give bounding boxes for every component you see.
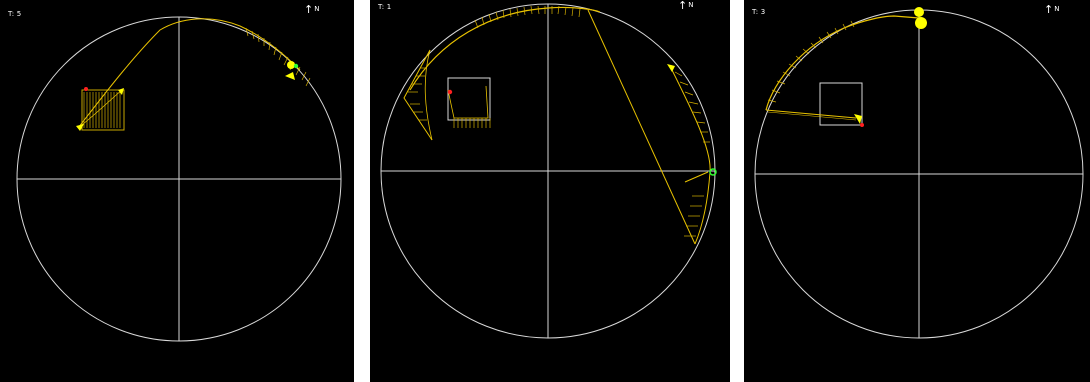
- track-lower: [765, 109, 857, 119]
- track-path: [409, 6, 601, 91]
- track-path-inner: [77, 89, 123, 129]
- polar-plot-3: [754, 7, 1084, 339]
- north-arrow-icon: ↑: [304, 3, 314, 16]
- wedge-hatching: [408, 67, 427, 121]
- green-marker: [709, 168, 717, 176]
- arc-hatching: [245, 27, 311, 87]
- north-indicator: ↑N: [1044, 4, 1059, 15]
- track-lower-2: [767, 111, 857, 121]
- north-letter: N: [1054, 5, 1060, 13]
- short-track: [684, 171, 709, 183]
- highlight-marker-bottom: [915, 17, 927, 29]
- box-hatching: [453, 118, 491, 128]
- north-arrow-icon: ↑: [678, 0, 688, 12]
- polar-plot-1: [16, 16, 342, 342]
- north-indicator: ↑N: [304, 4, 319, 15]
- region-box: [81, 89, 125, 131]
- arrow-marker: [667, 64, 675, 72]
- box-track: [447, 85, 489, 119]
- north-letter: N: [314, 5, 320, 13]
- red-marker: [860, 123, 864, 127]
- track-diagonal: [587, 9, 696, 245]
- region-box: [447, 77, 491, 121]
- arrow-marker: [285, 72, 295, 80]
- north-indicator: ↑N: [678, 0, 693, 11]
- polar-panel-1: T: 5 ↑N: [0, 0, 354, 382]
- arc-hatching: [474, 5, 581, 29]
- time-label: T: 3: [752, 8, 766, 16]
- arc-hatching: [767, 20, 855, 103]
- highlight-marker: [287, 61, 295, 69]
- track-path: [77, 18, 301, 129]
- red-marker: [84, 87, 88, 91]
- polar-panel-2: T: 1 ↑N: [370, 0, 730, 382]
- region-box: [819, 82, 863, 126]
- north-arrow-icon: ↑: [1044, 3, 1054, 16]
- track-left-curve: [424, 49, 433, 141]
- start-marker: [76, 124, 84, 131]
- highlight-marker-top: [914, 7, 924, 17]
- north-letter: N: [688, 1, 694, 9]
- polar-plot-2: [380, 3, 717, 339]
- time-label: T: 1: [378, 3, 392, 11]
- track-right-arc: [669, 65, 711, 245]
- right-hatching: [674, 71, 710, 237]
- track-left-wedge: [403, 49, 433, 141]
- green-marker: [293, 63, 299, 69]
- polar-panel-3: T: 3 ↑N: [744, 0, 1090, 382]
- track-path: [765, 15, 920, 111]
- corner-marker: [118, 88, 124, 95]
- time-label: T: 5: [8, 10, 22, 18]
- red-marker: [447, 89, 453, 95]
- arrow-marker: [854, 114, 862, 124]
